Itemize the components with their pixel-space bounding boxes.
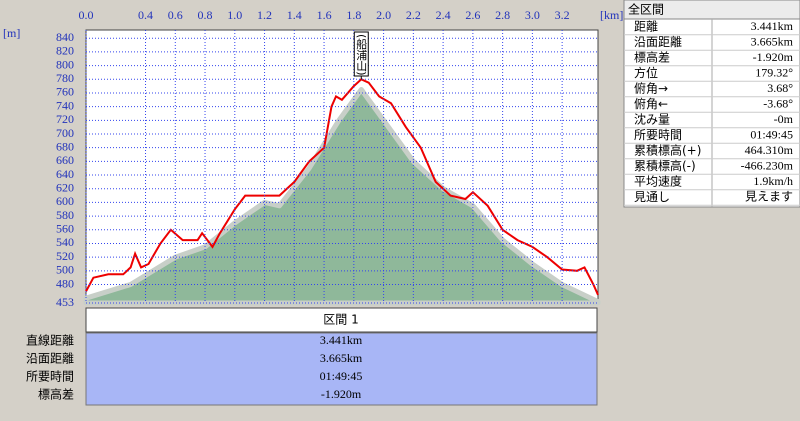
summary-value: 464.310m xyxy=(745,143,794,157)
summary-label: 標高差 xyxy=(634,50,670,65)
x-tick-label: 1.6 xyxy=(317,8,332,22)
summary-label: 距離 xyxy=(634,20,658,34)
y-tick-label: 660 xyxy=(56,153,74,167)
section-value: -1.920m xyxy=(321,387,362,401)
y-tick-label: 740 xyxy=(56,98,74,112)
x-tick-label: 2.2 xyxy=(406,8,421,22)
section-value: 01:49:45 xyxy=(320,369,363,383)
summary-title: 全区間 xyxy=(628,2,664,17)
x-tick-label: 2.0 xyxy=(376,8,391,22)
x-tick-label: 0.4 xyxy=(138,8,153,22)
y-tick-label: 780 xyxy=(56,71,74,85)
annotation-label: (船浦山) xyxy=(355,34,368,76)
summary-label: 沈み量 xyxy=(634,112,670,127)
x-tick-label: 2.4 xyxy=(436,8,451,22)
summary-value: 見えます xyxy=(745,189,793,203)
y-tick-label: 760 xyxy=(56,85,74,99)
section-value: 3.665km xyxy=(320,351,363,365)
summary-value: 3.441km xyxy=(751,19,794,33)
x-tick-label: 0.0 xyxy=(79,8,94,22)
x-tick-label: 1.4 xyxy=(287,8,302,22)
summary-label: 平均速度 xyxy=(634,174,682,189)
x-tick-label: 2.8 xyxy=(495,8,510,22)
y-tick-label: 480 xyxy=(56,276,74,290)
y-tick-label: 453 xyxy=(56,295,74,309)
x-tick-label: 3.2 xyxy=(555,8,570,22)
summary-value: 01:49:45 xyxy=(750,127,793,141)
summary-value: 3.665km xyxy=(751,34,794,48)
summary-label: 見通し xyxy=(634,190,670,204)
y-tick-label: 680 xyxy=(56,139,74,153)
summary-value: -466.230m xyxy=(741,158,794,172)
x-tick-label: 0.6 xyxy=(168,8,183,22)
y-tick-label: 560 xyxy=(56,222,74,236)
summary-value: -0m xyxy=(774,112,794,126)
section-label: 所要時間 xyxy=(26,370,74,384)
x-tick-label: 0.8 xyxy=(198,8,213,22)
annotation-box xyxy=(353,31,369,77)
summary-label: 俯角→ xyxy=(634,81,668,96)
y-tick-label: 820 xyxy=(56,44,74,58)
section-label: 直線距離 xyxy=(26,333,74,348)
y-tick-label: 520 xyxy=(56,249,74,263)
summary-value: -1.920m xyxy=(753,50,794,64)
x-unit: [km] xyxy=(600,8,623,22)
section-body xyxy=(85,332,598,406)
section-header xyxy=(85,307,598,333)
y-tick-label: 700 xyxy=(56,126,74,140)
y-tick-label: 840 xyxy=(56,30,74,44)
y-tick-label: 600 xyxy=(56,194,74,208)
y-tick-label: 800 xyxy=(56,57,74,71)
section-value: 3.441km xyxy=(320,333,363,347)
y-tick-label: 620 xyxy=(56,180,74,194)
summary-label: 沿面距離 xyxy=(634,35,682,49)
section-label: 標高差 xyxy=(38,387,74,402)
y-tick-label: 720 xyxy=(56,112,74,126)
summary-value: -3.68° xyxy=(763,96,793,110)
x-tick-label: 3.0 xyxy=(525,8,540,22)
x-tick-label: 1.2 xyxy=(257,8,272,22)
summary-label: 方位 xyxy=(634,65,658,80)
section-title: 区間 1 xyxy=(323,313,358,327)
y-tick-label: 500 xyxy=(56,263,74,277)
y-unit: [m] xyxy=(3,26,20,40)
track-line xyxy=(85,78,599,296)
x-tick-label: 2.6 xyxy=(465,8,480,22)
summary-label: 累積標高(+) xyxy=(634,143,701,158)
y-tick-label: 580 xyxy=(56,208,74,222)
summary-value: 3.68° xyxy=(767,81,793,95)
summary-label: 所要時間 xyxy=(634,128,682,142)
x-tick-label: 1.0 xyxy=(227,8,242,22)
summary-value: 179.32° xyxy=(755,65,793,79)
summary-label: 俯角← xyxy=(634,96,668,111)
section-label: 沿面距離 xyxy=(26,352,74,366)
y-tick-label: 540 xyxy=(56,235,74,249)
y-tick-label: 640 xyxy=(56,167,74,181)
summary-value: 1.9km/h xyxy=(753,174,793,188)
x-tick-label: 1.8 xyxy=(346,8,361,22)
summary-label: 累積標高(-) xyxy=(634,158,696,173)
